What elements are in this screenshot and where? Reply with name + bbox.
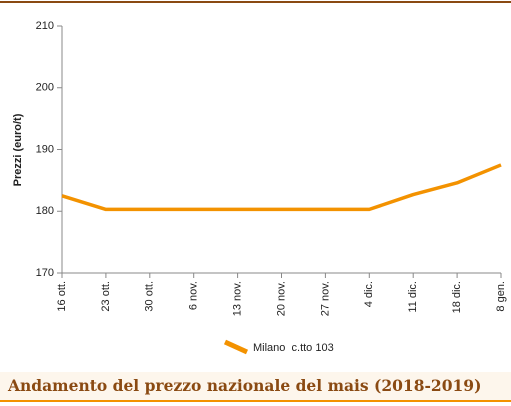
x-tick-label: 20 nov. xyxy=(275,281,287,316)
y-tick-label: 170 xyxy=(36,267,54,279)
x-tick-label: 13 nov. xyxy=(232,281,244,316)
y-tick-label: 210 xyxy=(36,20,54,32)
y-tick-label: 180 xyxy=(36,205,54,217)
x-tick-label: 30 ott. xyxy=(144,281,156,312)
x-tick-label: 27 nov. xyxy=(319,281,331,316)
x-tick-label: 6 nov. xyxy=(188,281,200,310)
x-tick-label: 16 ott. xyxy=(56,281,68,312)
x-tick-label: 11 dic. xyxy=(407,281,419,313)
legend-swatch xyxy=(223,339,249,355)
title-band xyxy=(0,372,511,402)
y-tick-label: 190 xyxy=(36,143,54,155)
line-series xyxy=(61,163,502,212)
x-tick-label: 23 ott. xyxy=(100,281,112,312)
chart-title: Andamento del prezzo nazionale del mais … xyxy=(7,376,481,395)
x-tick-label: 18 dic. xyxy=(451,281,463,313)
x-tick-label: 8 gen. xyxy=(495,281,507,312)
y-axis-label: Prezzi (euro/t) xyxy=(12,113,24,186)
x-tick-label: 4 dic. xyxy=(363,281,375,307)
legend-label: Milano c.tto 103 xyxy=(253,342,334,354)
y-tick-label: 200 xyxy=(36,82,54,94)
